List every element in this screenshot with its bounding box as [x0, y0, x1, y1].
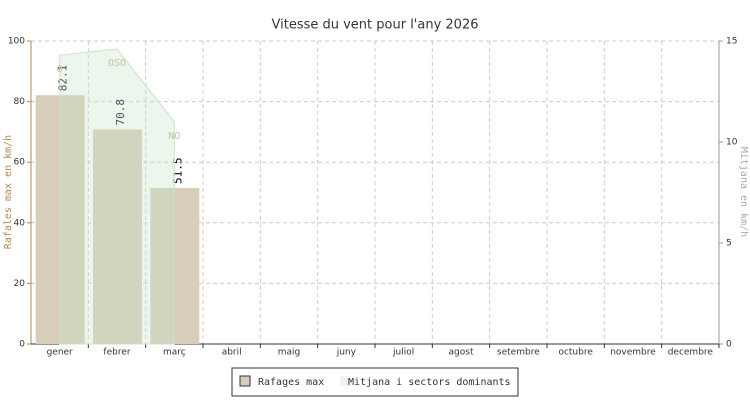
x-tick-label: abril — [222, 348, 242, 358]
x-tick-label: juliol — [392, 348, 414, 358]
value-label: 70.8 — [114, 99, 127, 126]
x-tick-label: decembre — [668, 348, 714, 358]
x-tick-label: maig — [278, 348, 301, 358]
sector-label: O — [57, 64, 63, 75]
x-tick-label: març — [163, 348, 186, 358]
x-tick-label: novembre — [610, 348, 656, 358]
y-tick-label: 40 — [14, 218, 26, 228]
y2-tick-label: 15 — [726, 37, 737, 47]
legend-swatch — [239, 375, 251, 387]
bar — [93, 129, 142, 344]
x-tick-label: febrer — [103, 348, 130, 358]
legend-box — [231, 367, 519, 397]
x-tick-label: gener — [47, 348, 73, 358]
y-tick-label: 100 — [8, 37, 25, 47]
y2-axis-label: Mitjana en km/h — [738, 147, 749, 237]
legend-swatch — [340, 376, 350, 386]
legend-label: Mitjana i sectors dominants — [348, 377, 511, 388]
y-axis-label: Rafales max en km/h — [3, 135, 14, 249]
bar — [35, 95, 85, 344]
legend-label: Rafages max — [258, 377, 324, 388]
x-tick-label: juny — [336, 348, 357, 358]
y-tick-label: 80 — [14, 97, 26, 107]
area — [59, 48, 175, 345]
chart-title: Vitesse du vent pour l'any 2026 — [272, 18, 479, 33]
x-tick-label: octubre — [558, 348, 593, 358]
y2-tick-label: 0 — [726, 340, 732, 350]
y2-tick-label: 5 — [726, 239, 732, 249]
y2-tick-label: 10 — [726, 138, 738, 148]
y-tick-label: 20 — [14, 279, 26, 289]
x-tick-label: agost — [449, 348, 474, 358]
sector-label: NO — [168, 131, 180, 142]
y-tick-label: 60 — [14, 158, 26, 168]
y-tick-label: 0 — [19, 340, 25, 350]
sector-label: OSO — [108, 58, 126, 69]
x-tick-label: setembre — [497, 348, 540, 358]
